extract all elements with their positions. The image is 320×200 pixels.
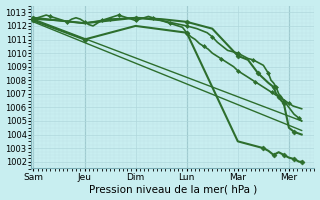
X-axis label: Pression niveau de la mer( hPa ): Pression niveau de la mer( hPa ) bbox=[89, 184, 257, 194]
